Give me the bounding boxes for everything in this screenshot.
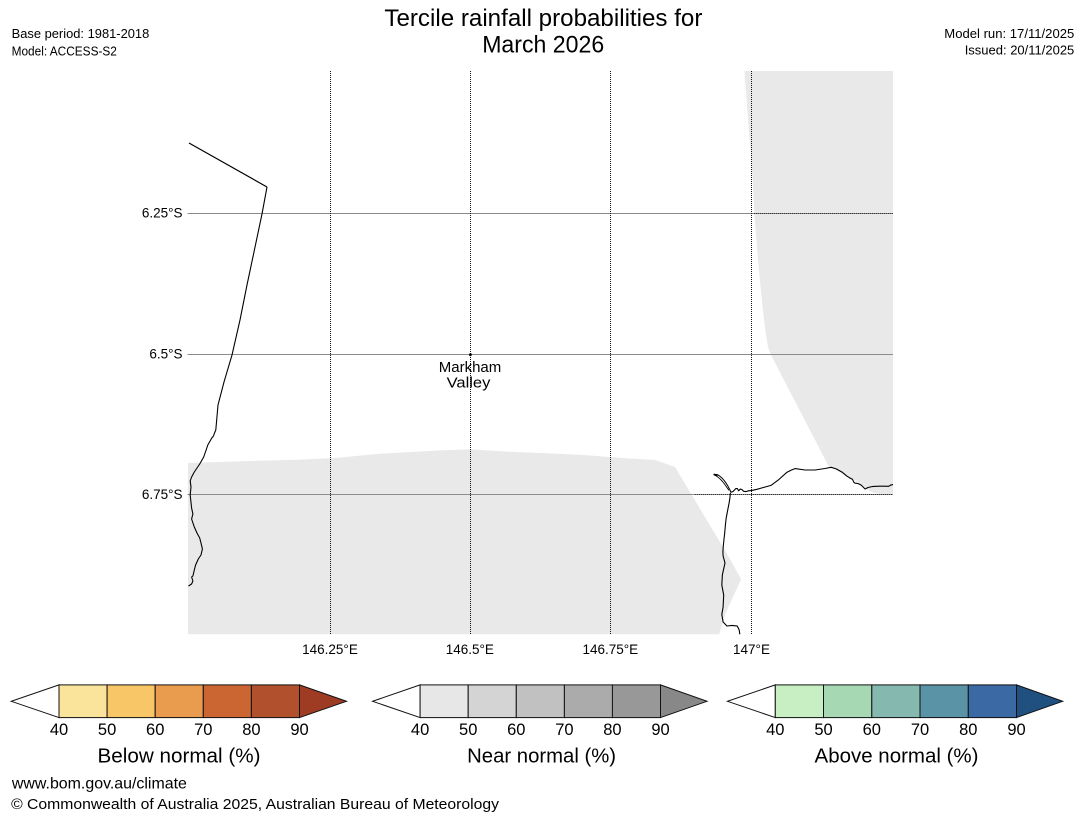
svg-text:50: 50 (814, 721, 832, 739)
svg-text:March 2026: March 2026 (482, 31, 604, 58)
svg-text:Tercile rainfall probabilities: Tercile rainfall probabilities for (384, 5, 702, 32)
svg-text:80: 80 (242, 721, 260, 739)
svg-text:60: 60 (507, 721, 525, 739)
svg-text:Above normal (%): Above normal (%) (815, 745, 979, 768)
svg-text:© Commonwealth of Australia 20: © Commonwealth of Australia 2025, Austra… (11, 796, 499, 813)
svg-text:Valley: Valley (447, 374, 491, 391)
svg-text:90: 90 (651, 721, 669, 739)
svg-text:90: 90 (1007, 721, 1025, 739)
svg-text:80: 80 (959, 721, 977, 739)
svg-text:www.bom.gov.au/climate: www.bom.gov.au/climate (11, 776, 187, 793)
svg-text:Issued: 20/11/2025: Issued: 20/11/2025 (965, 42, 1075, 57)
svg-text:40: 40 (766, 721, 784, 739)
svg-text:146.5°E: 146.5°E (446, 642, 494, 657)
svg-text:6.5°S: 6.5°S (149, 347, 182, 362)
svg-text:Near normal (%): Near normal (%) (467, 745, 616, 768)
svg-text:70: 70 (911, 721, 929, 739)
svg-text:6.75°S: 6.75°S (142, 487, 183, 502)
svg-text:50: 50 (459, 721, 477, 739)
svg-text:40: 40 (411, 721, 429, 739)
svg-text:Model: ACCESS-S2: Model: ACCESS-S2 (12, 43, 117, 58)
svg-text:70: 70 (194, 721, 212, 739)
svg-text:Base period: 1981-2018: Base period: 1981-2018 (12, 26, 150, 41)
svg-text:Below normal (%): Below normal (%) (98, 745, 261, 768)
svg-text:60: 60 (863, 721, 881, 739)
svg-text:60: 60 (146, 721, 164, 739)
svg-text:80: 80 (603, 721, 621, 739)
svg-text:146.25°E: 146.25°E (302, 642, 358, 657)
svg-text:6.25°S: 6.25°S (142, 206, 183, 221)
svg-text:Markham: Markham (439, 359, 502, 376)
svg-text:70: 70 (555, 721, 573, 739)
svg-text:146.75°E: 146.75°E (582, 642, 638, 657)
svg-text:40: 40 (50, 721, 68, 739)
svg-text:90: 90 (290, 721, 308, 739)
svg-text:Model run: 17/11/2025: Model run: 17/11/2025 (944, 26, 1074, 41)
svg-text:147°E: 147°E (733, 642, 770, 657)
svg-text:50: 50 (98, 721, 116, 739)
